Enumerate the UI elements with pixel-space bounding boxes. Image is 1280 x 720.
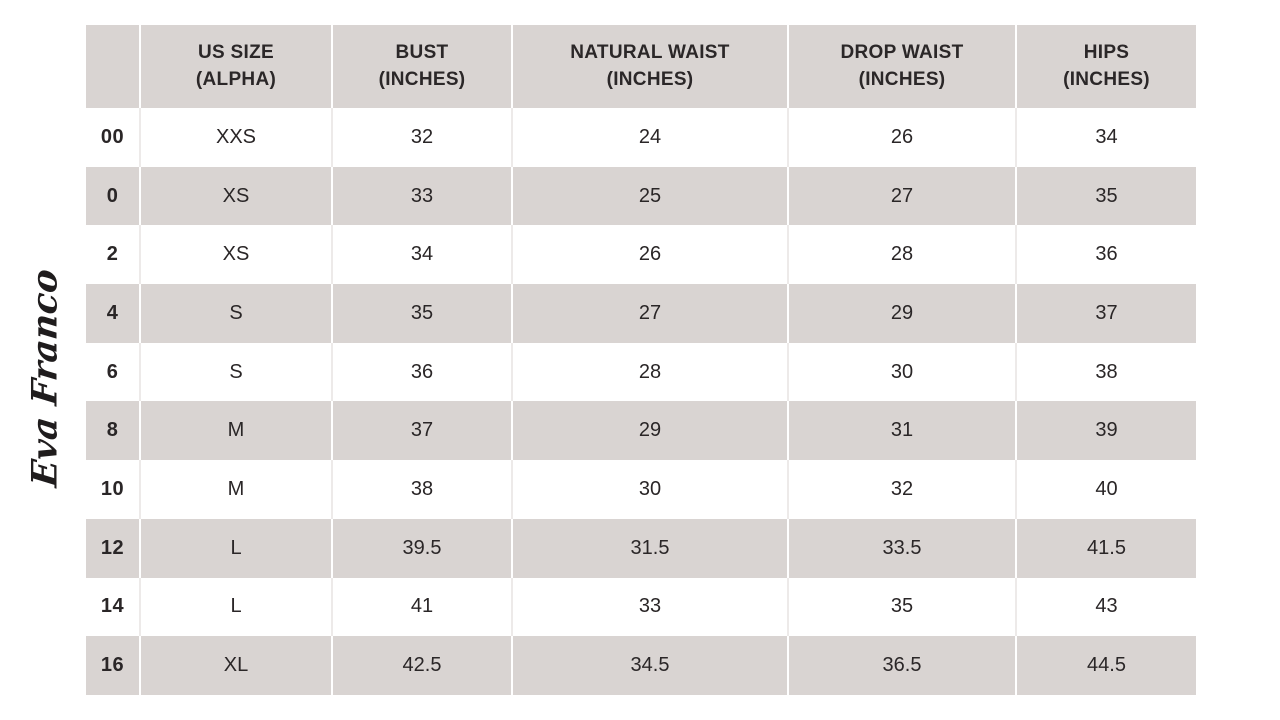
- header-hips: HIPS (INCHES): [1015, 25, 1196, 108]
- header-drop-waist-label: DROP WAIST: [840, 41, 964, 63]
- natural-waist-value: 28: [511, 342, 788, 402]
- natural-waist-value: 24: [511, 108, 788, 167]
- drop-waist-value: 35: [787, 577, 1016, 637]
- alpha-size-value: S: [139, 342, 332, 402]
- size-chart-header: US SIZE (ALPHA) BUST (INCHES) NATURAL WA…: [86, 25, 1196, 108]
- hips-value: 34: [1015, 108, 1196, 167]
- alpha-size-value: M: [139, 460, 332, 519]
- header-bust-sublabel: (INCHES): [378, 68, 466, 90]
- size-chart-container: US SIZE (ALPHA) BUST (INCHES) NATURAL WA…: [86, 25, 1196, 695]
- header-hips-sublabel: (INCHES): [1063, 68, 1150, 90]
- hips-value: 39: [1015, 401, 1196, 461]
- header-drop-waist: DROP WAIST (INCHES): [787, 25, 1016, 108]
- natural-waist-value: 30: [511, 460, 788, 519]
- brand-logo-text: Eva Franco: [24, 267, 66, 489]
- us-size-value: 8: [86, 401, 140, 461]
- drop-waist-value: 31: [787, 401, 1016, 461]
- size-chart-body: 00 XXS 32 24 26 34 0 XS 33 25 27 35 2: [86, 108, 1196, 695]
- hips-value: 41.5: [1015, 518, 1196, 578]
- bust-value: 38: [331, 460, 512, 519]
- natural-waist-value: 31.5: [511, 518, 788, 578]
- bust-value: 39.5: [331, 518, 512, 578]
- natural-waist-value: 25: [511, 166, 788, 226]
- size-row-6: 6 S 36 28 30 38: [86, 342, 1196, 402]
- alpha-size-value: L: [139, 518, 332, 578]
- hips-value: 44.5: [1015, 636, 1196, 695]
- us-size-value: 2: [86, 225, 140, 285]
- hips-value: 38: [1015, 342, 1196, 402]
- bust-value: 36: [331, 342, 512, 402]
- drop-waist-value: 33.5: [787, 518, 1016, 578]
- alpha-size-value: S: [139, 284, 332, 343]
- us-size-value: 0: [86, 166, 140, 226]
- header-blank-cell: [86, 25, 140, 108]
- alpha-size-value: XXS: [139, 108, 332, 167]
- bust-value: 32: [331, 108, 512, 167]
- natural-waist-value: 27: [511, 284, 788, 343]
- drop-waist-value: 26: [787, 108, 1016, 167]
- hips-value: 37: [1015, 284, 1196, 343]
- us-size-value: 4: [86, 284, 140, 343]
- header-us-size-label: US SIZE: [197, 41, 274, 63]
- size-row-4: 4 S 35 27 29 37: [86, 284, 1196, 343]
- alpha-size-value: M: [139, 401, 332, 461]
- alpha-size-value: XS: [139, 225, 332, 285]
- header-us-size-sublabel: (ALPHA): [195, 68, 277, 90]
- size-row-0: 0 XS 33 25 27 35: [86, 166, 1196, 226]
- us-size-value: 10: [86, 460, 140, 519]
- header-natural-waist: NATURAL WAIST (INCHES): [511, 25, 788, 108]
- us-size-value: 16: [86, 636, 140, 695]
- size-row-8: 8 M 37 29 31 39: [86, 401, 1196, 461]
- bust-value: 37: [331, 401, 512, 461]
- bust-value: 41: [331, 577, 512, 637]
- hips-value: 36: [1015, 225, 1196, 285]
- drop-waist-value: 36.5: [787, 636, 1016, 695]
- drop-waist-value: 27: [787, 166, 1016, 226]
- header-hips-label: HIPS: [1083, 41, 1130, 63]
- natural-waist-value: 26: [511, 225, 788, 285]
- drop-waist-value: 30: [787, 342, 1016, 402]
- header-row: US SIZE (ALPHA) BUST (INCHES) NATURAL WA…: [86, 25, 1196, 108]
- size-row-14: 14 L 41 33 35 43: [86, 577, 1196, 637]
- size-row-2: 2 XS 34 26 28 36: [86, 225, 1196, 285]
- drop-waist-value: 29: [787, 284, 1016, 343]
- bust-value: 33: [331, 166, 512, 226]
- bust-value: 35: [331, 284, 512, 343]
- alpha-size-value: XL: [139, 636, 332, 695]
- size-row-00: 00 XXS 32 24 26 34: [86, 108, 1196, 167]
- header-bust-label: BUST: [395, 41, 449, 63]
- size-row-16: 16 XL 42.5 34.5 36.5 44.5: [86, 636, 1196, 695]
- hips-value: 35: [1015, 166, 1196, 226]
- drop-waist-value: 32: [787, 460, 1016, 519]
- us-size-value: 12: [86, 518, 140, 578]
- bust-value: 42.5: [331, 636, 512, 695]
- natural-waist-value: 34.5: [511, 636, 788, 695]
- drop-waist-value: 28: [787, 225, 1016, 285]
- header-natural-waist-label: NATURAL WAIST: [570, 41, 730, 63]
- header-natural-waist-sublabel: (INCHES): [606, 68, 694, 90]
- size-row-10: 10 M 38 30 32 40: [86, 460, 1196, 519]
- bust-value: 34: [331, 225, 512, 285]
- hips-value: 40: [1015, 460, 1196, 519]
- natural-waist-value: 33: [511, 577, 788, 637]
- us-size-value: 14: [86, 577, 140, 637]
- us-size-value: 6: [86, 342, 140, 402]
- header-bust: BUST (INCHES): [331, 25, 512, 108]
- us-size-value: 00: [86, 108, 140, 167]
- natural-waist-value: 29: [511, 401, 788, 461]
- size-chart-table: US SIZE (ALPHA) BUST (INCHES) NATURAL WA…: [86, 25, 1196, 695]
- hips-value: 43: [1015, 577, 1196, 637]
- header-drop-waist-sublabel: (INCHES): [858, 68, 946, 90]
- size-row-12: 12 L 39.5 31.5 33.5 41.5: [86, 518, 1196, 578]
- header-us-size: US SIZE (ALPHA): [139, 25, 332, 108]
- alpha-size-value: XS: [139, 166, 332, 226]
- alpha-size-value: L: [139, 577, 332, 637]
